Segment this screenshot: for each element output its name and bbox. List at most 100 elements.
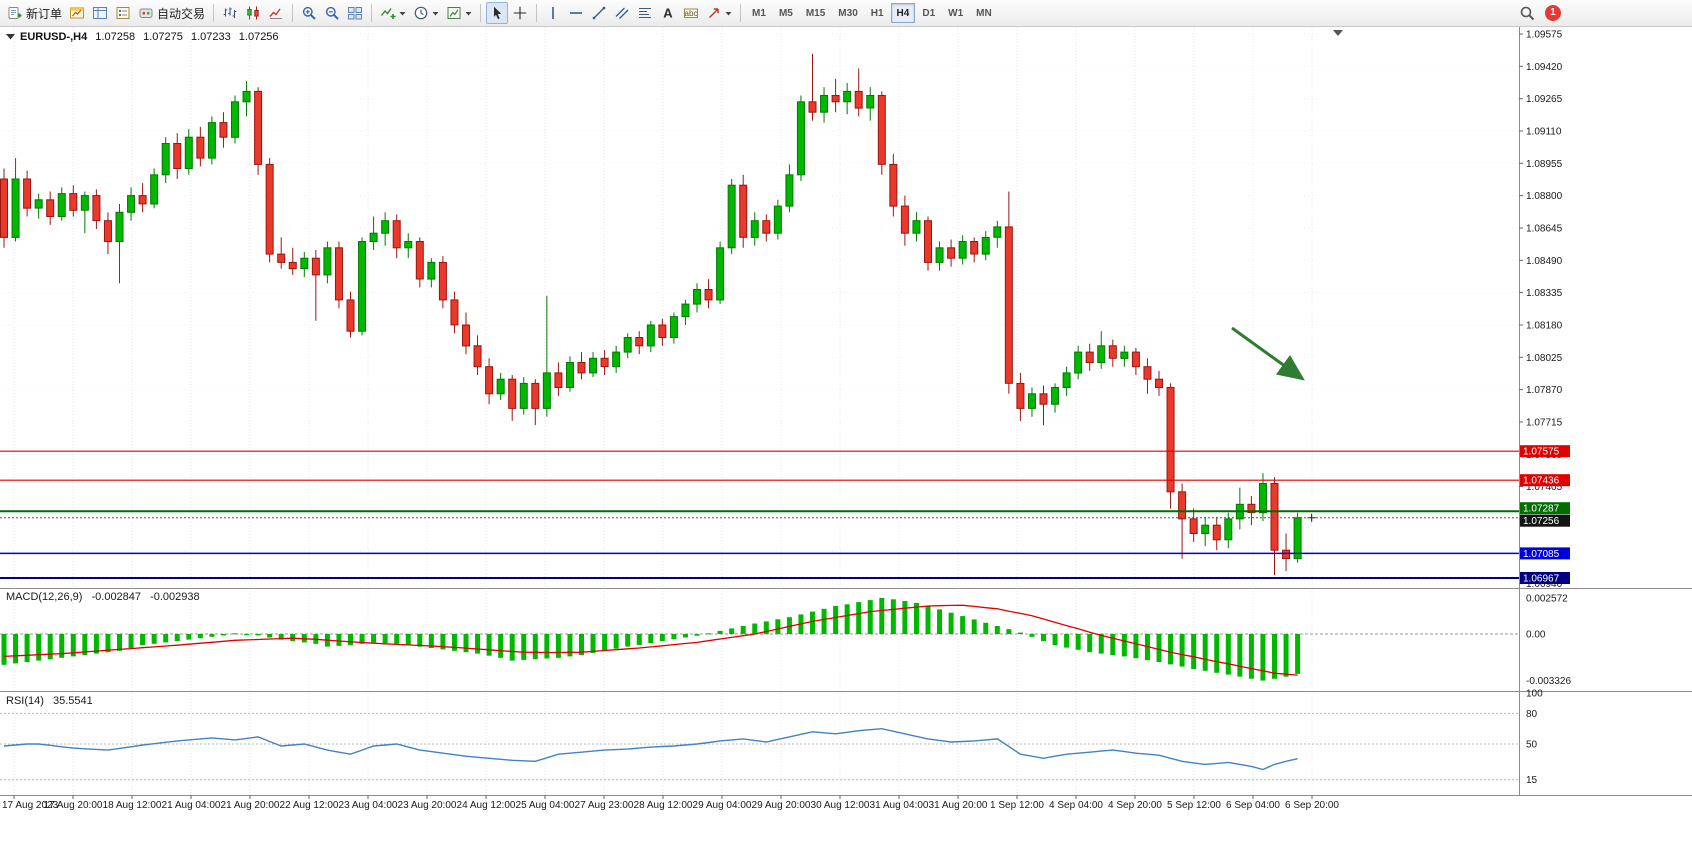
navigator-icon	[116, 7, 130, 19]
search-button[interactable]	[1516, 2, 1538, 24]
horizontal-line-icon	[570, 12, 583, 14]
svg-text:1.08645: 1.08645	[1526, 224, 1563, 235]
timeframe-h4[interactable]: H4	[890, 3, 916, 23]
trendline-icon	[592, 6, 606, 20]
svg-text:25 Aug 04:00: 25 Aug 04:00	[516, 800, 575, 811]
zoom-in-icon	[302, 6, 316, 20]
new-order-button-label: 新订单	[26, 6, 63, 21]
chart-canvas[interactable]: 1.09575 1.09420 1.09265 1.09110 1.08955 1.088…	[0, 27, 1692, 856]
svg-text:1.09575: 1.09575	[1526, 30, 1563, 41]
svg-text:6 Sep 04:00: 6 Sep 04:00	[1226, 800, 1280, 811]
line-chart-icon	[269, 8, 283, 19]
price-axis[interactable]: 1.09575 1.09420 1.09265 1.09110 1.08955 1.088…	[0, 27, 1692, 796]
templates-icon	[447, 7, 461, 19]
svg-text:21 Aug 20:00: 21 Aug 20:00	[221, 800, 280, 811]
ohlc-low: 1.07233	[190, 31, 231, 43]
svg-text:1.09110: 1.09110	[1526, 127, 1562, 138]
macd-value-main: -0.002847	[91, 591, 142, 603]
crosshair-button[interactable]	[509, 2, 531, 24]
fibonacci-icon	[639, 7, 652, 19]
timeframe-m1[interactable]: M1	[746, 3, 772, 23]
chart-window-button[interactable]	[66, 2, 88, 24]
trend-arrow-object[interactable]	[1231, 326, 1305, 381]
timeframe-m30[interactable]: M30	[832, 3, 863, 23]
svg-text:4 Sep 20:00: 4 Sep 20:00	[1108, 800, 1162, 811]
timeframe-h1[interactable]: H1	[865, 3, 890, 23]
autotrading-button[interactable]: 自动交易	[135, 2, 208, 24]
svg-text:1.07405: 1.07405	[1526, 482, 1563, 493]
svg-text:22 Aug 12:00: 22 Aug 12:00	[280, 800, 339, 811]
chart-title: EURUSD-,H4 1.07258 1.07275 1.07233 1.072…	[20, 31, 279, 43]
timeframe-m15[interactable]: M15	[800, 3, 831, 23]
svg-text:1.06940: 1.06940	[1526, 579, 1563, 590]
price-label-badge: 1.07436	[1520, 474, 1570, 487]
chart-objects[interactable]	[0, 30, 1519, 579]
candle-chart-button[interactable]	[242, 2, 264, 24]
price-label-badge: 1.07287	[1520, 502, 1570, 515]
trendline-button[interactable]	[588, 2, 610, 24]
arrows-button[interactable]	[703, 2, 735, 24]
text-button[interactable]: A	[657, 2, 679, 24]
vertical-line-icon	[552, 7, 554, 19]
templates-button[interactable]	[443, 2, 475, 24]
chart-symbol-period: EURUSD-,H4	[20, 31, 88, 43]
vertical-line-button[interactable]	[542, 2, 564, 24]
navigator-button[interactable]	[112, 2, 134, 24]
svg-text:24 Aug 12:00: 24 Aug 12:00	[457, 800, 516, 811]
macd-label-text: MACD(12,26,9)	[6, 591, 83, 603]
zoom-out-icon	[325, 6, 339, 20]
search-icon	[1520, 6, 1535, 21]
toolbar-separator	[536, 4, 538, 22]
svg-text:23 Aug 04:00: 23 Aug 04:00	[339, 800, 398, 811]
svg-text:1.08955: 1.08955	[1526, 159, 1563, 170]
timeframe-m5[interactable]: M5	[773, 3, 799, 23]
svg-text:1.07436: 1.07436	[1523, 476, 1560, 487]
svg-text:1.07256: 1.07256	[1523, 516, 1560, 527]
indicators-button[interactable]	[377, 2, 409, 24]
svg-text:100: 100	[1526, 689, 1543, 700]
one-click-trading-toggle[interactable]	[6, 34, 15, 40]
bar-chart-icon	[223, 7, 237, 18]
toolbar-separator	[292, 4, 294, 22]
market-watch-button[interactable]	[89, 2, 111, 24]
periods-button[interactable]	[410, 2, 442, 24]
label-button[interactable]: abc	[680, 2, 702, 24]
svg-text:1.08025: 1.08025	[1526, 353, 1563, 364]
price-label-badge: 1.07575	[1520, 445, 1570, 458]
svg-text:27 Aug 23:00: 27 Aug 23:00	[575, 800, 634, 811]
channel-button[interactable]	[611, 2, 633, 24]
toolbar-separator	[740, 4, 742, 22]
svg-text:1.08180: 1.08180	[1526, 321, 1563, 332]
toolbar-separator	[480, 4, 482, 22]
toolbar-separator	[371, 4, 373, 22]
fibonacci-button[interactable]	[634, 2, 656, 24]
timeframe-mn[interactable]: MN	[970, 3, 998, 23]
tile-windows-button[interactable]	[344, 2, 366, 24]
timeframe-w1[interactable]: W1	[942, 3, 969, 23]
timeframe-d1[interactable]: D1	[916, 3, 941, 23]
notification-badge[interactable]: 1	[1545, 5, 1561, 21]
dropdown-caret-icon	[432, 12, 439, 16]
zoom-in-button[interactable]	[298, 2, 320, 24]
zoom-out-button[interactable]	[321, 2, 343, 24]
macd-label: MACD(12,26,9) -0.002847 -0.002938	[6, 591, 200, 603]
bar-chart-button[interactable]	[219, 2, 241, 24]
horizontal-line-button[interactable]	[565, 2, 587, 24]
svg-text:1.07870: 1.07870	[1526, 385, 1563, 396]
grid	[0, 27, 1519, 795]
rsi-value: 35.5541	[52, 695, 93, 707]
new-order-button[interactable]: 新订单	[4, 2, 65, 24]
price-label-badge: 1.06967	[1520, 572, 1570, 585]
indicators-icon	[380, 8, 396, 19]
svg-text:A: A	[663, 6, 673, 21]
line-chart-button[interactable]	[265, 2, 287, 24]
market-watch-icon	[93, 7, 108, 19]
cursor-button[interactable]	[486, 2, 509, 24]
dropdown-caret-icon	[725, 12, 732, 16]
cursor-icon	[494, 6, 502, 20]
svg-text:4 Sep 04:00: 4 Sep 04:00	[1049, 800, 1103, 811]
svg-text:17 Aug 2023: 17 Aug 2023	[2, 800, 59, 811]
